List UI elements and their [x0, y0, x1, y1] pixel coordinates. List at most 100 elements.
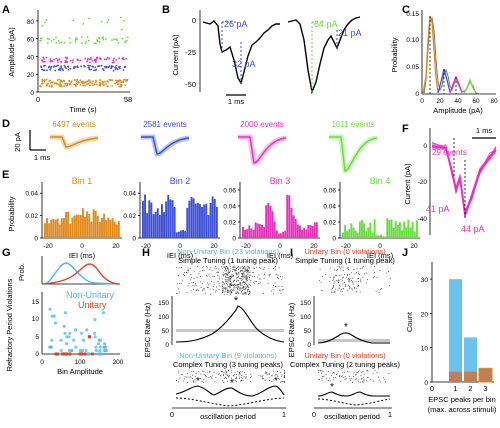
spike-dot [237, 280, 239, 281]
spike-dot [238, 269, 239, 270]
spike-dot [245, 293, 247, 295]
e-ytick: 0.06 [323, 188, 336, 195]
spike-dot [233, 266, 235, 268]
spike-dot [225, 288, 227, 290]
spike-dot [237, 276, 239, 278]
spike-dot [247, 270, 249, 271]
spike-dot [221, 371, 222, 373]
spike-dot [283, 380, 285, 382]
spike-dot [244, 372, 245, 373]
iei-bar [163, 212, 165, 238]
spike-dot [211, 378, 213, 380]
iei-bar [213, 199, 216, 238]
spike-dot [331, 291, 332, 293]
spike-dot [264, 267, 265, 269]
spike-dot [268, 373, 270, 375]
event-dot [76, 66, 79, 69]
event-dot [119, 65, 121, 68]
event-dot [106, 80, 109, 82]
spike-dot [233, 374, 235, 376]
svg-text:*: * [230, 378, 234, 389]
event-dot [115, 38, 117, 41]
spike-dot [273, 370, 275, 372]
spike-dot [208, 275, 210, 277]
spike-dot [238, 372, 240, 374]
spike-dot [362, 379, 364, 381]
spike-dot [235, 376, 237, 378]
spike-dot [363, 266, 364, 267]
iei-bar [361, 219, 363, 238]
spike-dot [195, 373, 197, 375]
panel-label: D [2, 118, 10, 130]
spike-dot [260, 278, 262, 280]
spike-dot [221, 278, 223, 280]
spike-dot [226, 274, 228, 276]
iei-bar [384, 236, 387, 238]
spike-dot [213, 286, 214, 287]
j-xlabel2: (max. across stimuli) [428, 405, 497, 414]
spike-dot [237, 284, 238, 286]
spike-dot [213, 372, 215, 374]
spike-dot [231, 291, 232, 292]
spike-dot [177, 283, 179, 285]
spike-dot [206, 376, 207, 378]
spike-dot [227, 274, 229, 276]
spike-dot [272, 379, 274, 381]
spike-dot [233, 279, 235, 281]
event-dot [65, 67, 68, 70]
spike-dot [243, 286, 245, 287]
event-dot [117, 42, 120, 44]
iei-bar [292, 215, 295, 238]
spike-dot [190, 274, 192, 275]
spike-dot [218, 374, 220, 375]
spike-dot [277, 277, 278, 279]
event-dot [58, 42, 61, 44]
spike-dot [376, 372, 378, 373]
spike-dot [237, 289, 239, 291]
spike-dot [238, 273, 240, 274]
i-title1: Unitary Bin (0 violations) [304, 247, 386, 256]
spike-dot [236, 267, 238, 269]
spike-dot [261, 377, 263, 379]
spike-dot [230, 283, 232, 285]
spike-dot [261, 376, 263, 377]
spike-dot [338, 280, 340, 282]
spike-dot [337, 266, 339, 268]
spike-dot [218, 283, 220, 285]
iei-bar [56, 218, 59, 238]
c-ytick: 0 [415, 91, 419, 98]
spike-dot [234, 280, 235, 281]
spike-dot [221, 370, 223, 372]
spike-dot [232, 285, 234, 287]
iei-bar [75, 214, 78, 238]
spike-dot [242, 274, 244, 276]
spike-dot [223, 272, 225, 274]
event-dot [104, 80, 106, 83]
spike-dot [353, 283, 354, 285]
spike-dot [352, 277, 354, 279]
event-dot [57, 61, 59, 63]
spike-dot [344, 286, 346, 287]
panel-f: F 0 -20 -40 Current (pA) 1 ms 29 events … [402, 123, 497, 235]
spike-dot [194, 376, 196, 377]
f-scale: 1 ms [476, 126, 493, 135]
spike-dot [187, 270, 189, 271]
spike-dot [337, 269, 338, 270]
event-dot [64, 56, 67, 59]
spike-dot [210, 376, 212, 378]
h-ytick: 50 [162, 328, 170, 335]
event-dot [119, 79, 122, 82]
iei-bar [156, 208, 159, 238]
spike-dot [234, 284, 235, 285]
nonunitary-dot [96, 342, 101, 346]
j-bar [464, 337, 477, 382]
iei-bar [158, 214, 161, 238]
a-ytick: 40 [27, 54, 35, 61]
spike-dot [340, 279, 342, 280]
spike-dot [336, 374, 337, 375]
spike-dot [221, 371, 223, 373]
iei-bar [248, 225, 251, 238]
spike-dot [200, 378, 201, 379]
iei-bar [390, 219, 393, 238]
spike-dot [232, 266, 234, 268]
